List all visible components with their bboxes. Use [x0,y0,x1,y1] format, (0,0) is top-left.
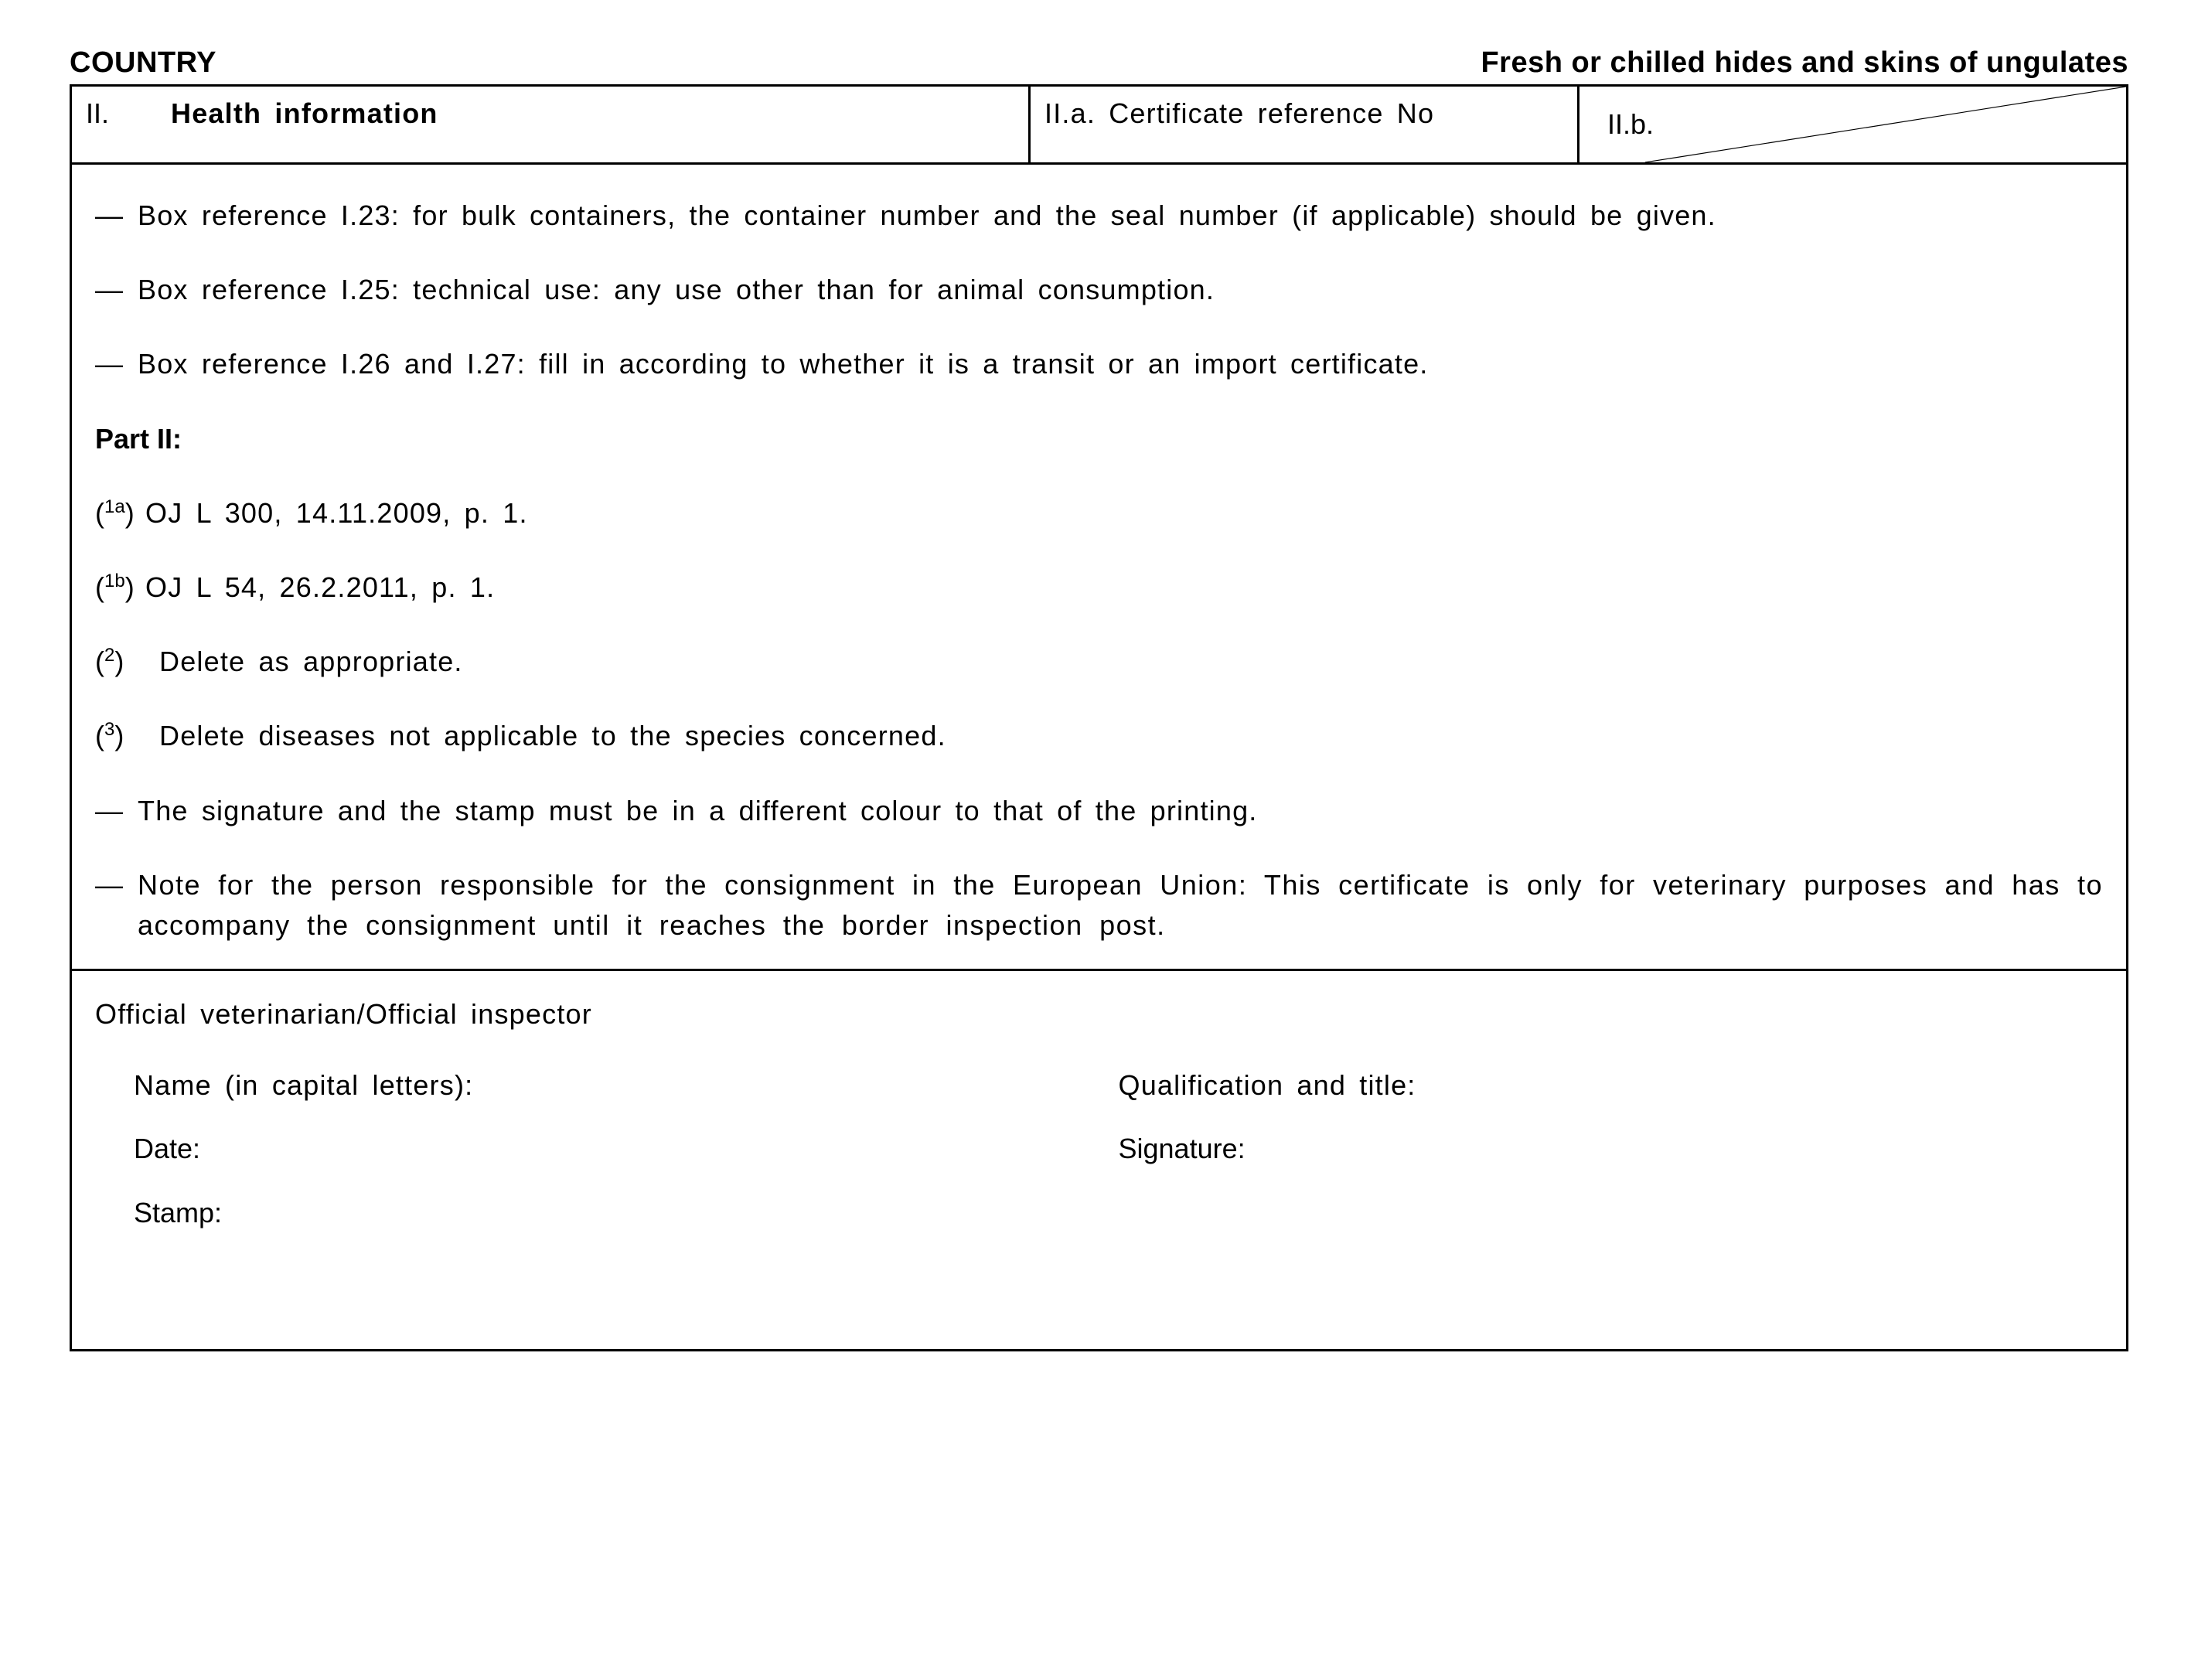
cert-ref-cell: II.a. Certificate reference No [1030,86,1579,164]
signature-grid: Name (in capital letters): Qualification… [95,1065,2103,1233]
note-row: — Box reference I.26 and I.27: fill in a… [95,344,2103,384]
footnote-2: Delete as appropriate. [145,642,2103,682]
signature-box: Official veterinarian/Official inspector… [70,971,2128,1351]
footnote-row: (2) Delete as appropriate. [95,642,2103,682]
top-row: COUNTRY Fresh or chilled hides and skins… [70,46,2128,80]
footnote-1a: OJ L 300, 14.11.2009, p. 1. [145,493,2103,533]
stamp-label: Stamp: [134,1193,1119,1233]
footnote-1b: OJ L 54, 26.2.2011, p. 1. [145,567,2103,608]
section-cell: II. Health information [71,86,1030,164]
footnote-marker: (3) [95,716,145,756]
footnote-row: (1b) OJ L 54, 26.2.2011, p. 1. [95,567,2103,608]
country-label: COUNTRY [70,46,216,80]
footnote-row: (3) Delete diseases not applicable to th… [95,716,2103,756]
note-sig-colour: The signature and the stamp must be in a… [138,791,2103,831]
note-i26-27: Box reference I.26 and I.27: fill in acc… [138,344,2103,384]
signature-label: Signature: [1119,1129,2104,1169]
doc-title: Fresh or chilled hides and skins of ungu… [1481,46,2128,80]
iib-label: II.b. [1607,108,1654,141]
note-consignment: Note for the person responsible for the … [138,865,2103,946]
note-row: — Box reference I.23: for bulk container… [95,196,2103,236]
footnote-marker: (1b) [95,567,145,608]
dash: — [95,270,138,310]
footnote-3: Delete diseases not applicable to the sp… [145,716,2103,756]
section-number: II. [86,97,171,130]
dash: — [95,196,138,236]
footnote-marker: (2) [95,642,145,682]
part2-heading: Part II: [95,419,2103,459]
header-table: II. Health information II.a. Certificate… [70,84,2128,165]
date-label: Date: [134,1129,1119,1169]
empty-cell [1119,1193,2104,1233]
section-title: Health information [171,97,438,130]
dash: — [95,344,138,384]
note-row: — The signature and the stamp must be in… [95,791,2103,831]
signature-title: Official veterinarian/Official inspector [95,994,2103,1034]
dash: — [95,791,138,831]
note-i23: Box reference I.23: for bulk containers,… [138,196,2103,236]
footnote-row: (1a) OJ L 300, 14.11.2009, p. 1. [95,493,2103,533]
body-box: — Box reference I.23: for bulk container… [70,165,2128,971]
certificate-page: COUNTRY Fresh or chilled hides and skins… [0,0,2198,1398]
note-row: — Note for the person responsible for th… [95,865,2103,946]
footnote-marker: (1a) [95,493,145,533]
iib-cell: II.b. [1579,86,2128,164]
qualification-label: Qualification and title: [1119,1065,2104,1106]
note-row: — Box reference I.25: technical use: any… [95,270,2103,310]
dash: — [95,865,138,946]
name-label: Name (in capital letters): [134,1065,1119,1106]
note-i25: Box reference I.25: technical use: any u… [138,270,2103,310]
